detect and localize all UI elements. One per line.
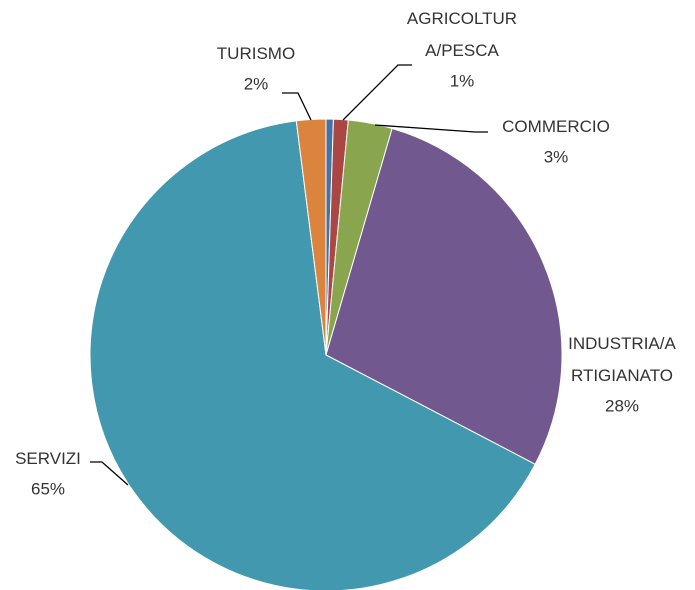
category-label: INDUSTRIA/A RTIGIANATO — [568, 334, 676, 385]
value-label: 65% — [31, 479, 65, 498]
value-label: 28% — [605, 396, 639, 415]
slices — [89, 118, 563, 590]
leader-line — [342, 64, 412, 121]
category-label: TURISMO — [217, 44, 295, 63]
value-label: 2% — [244, 74, 269, 93]
pie-slice — [325, 127, 563, 465]
category-label: SERVIZI — [15, 449, 81, 468]
value-label: 3% — [544, 147, 569, 166]
leader-line — [282, 92, 312, 121]
category-label: COMMERCIO — [502, 117, 610, 136]
leader-lines — [90, 64, 488, 486]
pie-slice — [89, 120, 536, 590]
category-label: AGRICOLTUR A/PESCA — [407, 9, 517, 60]
leader-line — [90, 461, 129, 486]
leader-line — [374, 124, 488, 133]
value-label: 1% — [450, 71, 475, 90]
